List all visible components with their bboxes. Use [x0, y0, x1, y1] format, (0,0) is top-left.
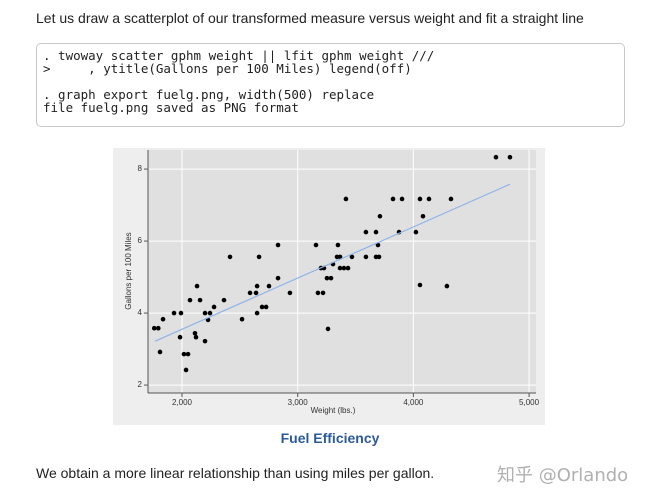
point: [183, 367, 189, 373]
y-tick-label: 8: [138, 164, 143, 173]
code-line: > , ytitle(Gallons per 100 Miles) legend…: [43, 61, 412, 76]
point: [337, 254, 343, 260]
point: [239, 316, 245, 322]
point: [315, 290, 321, 296]
plot-area: [148, 150, 536, 393]
point: [324, 275, 330, 281]
x-tick-label: 3,000: [288, 398, 309, 407]
chart: Weight (lbs.) Gallons per 100 Miles 2 4 6 8…: [113, 148, 545, 425]
point: [202, 310, 208, 316]
point: [444, 283, 450, 289]
point: [177, 334, 183, 340]
point: [192, 330, 198, 336]
point: [376, 254, 382, 260]
point: [221, 297, 227, 303]
point: [227, 254, 233, 260]
point: [181, 351, 187, 357]
point: [171, 310, 177, 316]
intro-text: Let us draw a scatterplot of our transfo…: [36, 10, 584, 26]
point: [160, 316, 166, 322]
caption: Fuel Efficiency: [280, 430, 380, 446]
point: [211, 304, 217, 310]
point: [420, 213, 426, 219]
point: [335, 242, 341, 248]
point: [417, 282, 423, 288]
point: [343, 196, 349, 202]
point: [413, 229, 419, 235]
point: [493, 154, 499, 160]
fit-line: [154, 183, 511, 342]
y-tick-label: 2: [138, 380, 143, 389]
point: [254, 283, 260, 289]
outro-text: We obtain a more linear relationship tha…: [36, 465, 435, 481]
point: [151, 325, 157, 331]
point: [337, 265, 343, 271]
point: [341, 265, 347, 271]
point: [193, 334, 199, 340]
code-line: . twoway scatter gphm weight || lfit gph…: [43, 48, 435, 63]
point: [287, 290, 293, 296]
point: [417, 196, 423, 202]
point: [399, 196, 405, 202]
point: [266, 283, 272, 289]
point: [197, 297, 203, 303]
point: [275, 275, 281, 281]
x-tick-label: 4,000: [403, 398, 424, 407]
point: [253, 290, 259, 296]
point: [254, 310, 260, 316]
point: [157, 349, 163, 355]
point: [320, 290, 326, 296]
y-tick-label: 4: [138, 308, 143, 317]
code-block: . twoway scatter gphm weight || lfit gph…: [36, 43, 625, 127]
point: [507, 154, 513, 160]
watermark: 知乎 @Orlando: [497, 465, 629, 486]
point: [426, 196, 432, 202]
point: [328, 275, 334, 281]
point: [207, 310, 213, 316]
point: [185, 351, 191, 357]
point: [373, 229, 379, 235]
point: [345, 265, 351, 271]
y-tick-label: 6: [138, 236, 143, 245]
point: [325, 326, 331, 332]
point: [375, 242, 381, 248]
point: [194, 283, 200, 289]
x-tick-label: 5,000: [519, 398, 540, 407]
point: [202, 338, 208, 344]
point: [263, 304, 269, 310]
x-axis-title: Weight (lbs.): [311, 406, 356, 415]
point: [155, 325, 161, 331]
point: [178, 310, 184, 316]
point: [187, 297, 193, 303]
point: [256, 254, 262, 260]
point: [377, 213, 383, 219]
point: [448, 196, 454, 202]
y-axis-title: Gallons per 100 Miles: [124, 232, 133, 309]
point: [390, 196, 396, 202]
point: [313, 242, 319, 248]
code-line: file fuelg.png saved as PNG format: [43, 100, 299, 115]
point: [275, 242, 281, 248]
point: [349, 254, 355, 260]
point: [363, 254, 369, 260]
x-tick-label: 2,000: [172, 398, 193, 407]
code-line: . graph export fuelg.png, width(500) rep…: [43, 87, 375, 102]
point: [247, 290, 253, 296]
point: [363, 229, 369, 235]
point: [259, 304, 265, 310]
